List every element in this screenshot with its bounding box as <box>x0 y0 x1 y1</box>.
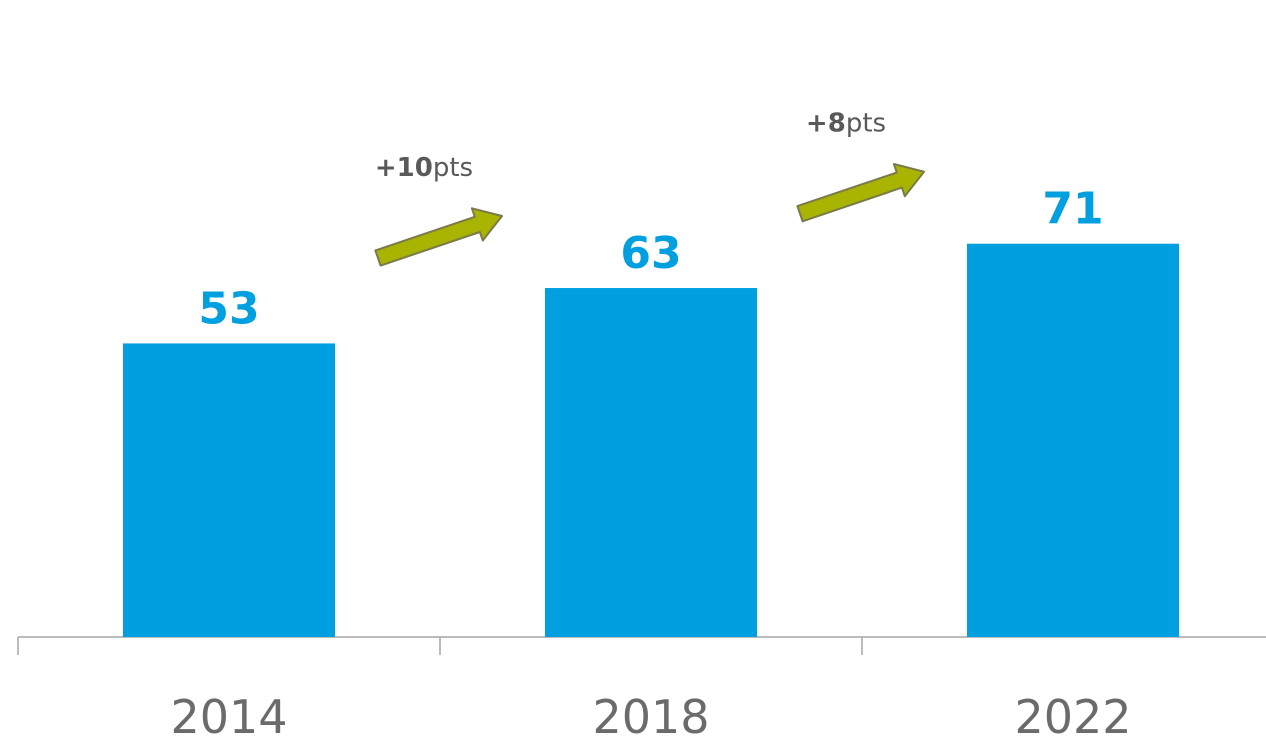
bar-2018 <box>545 288 757 637</box>
value-label-2022: 71 <box>1042 184 1103 235</box>
value-label-2014: 53 <box>198 283 259 334</box>
change-label-2014-2018: +10pts <box>375 153 473 183</box>
category-label-2022: 2022 <box>1014 690 1131 738</box>
up-right-arrow-icon <box>796 163 925 223</box>
category-label-2014: 2014 <box>170 690 287 738</box>
change-unit: pts <box>433 153 473 183</box>
change-value: +8 <box>806 109 846 139</box>
change-label-2018-2022: +8pts <box>806 109 886 139</box>
value-label-2018: 63 <box>620 228 681 279</box>
change-unit: pts <box>846 109 886 139</box>
bar-2022 <box>967 243 1179 637</box>
up-right-arrow-icon <box>374 207 503 267</box>
bar-2014 <box>123 343 335 637</box>
change-value: +10 <box>375 153 433 183</box>
category-label-2018: 2018 <box>592 690 709 738</box>
